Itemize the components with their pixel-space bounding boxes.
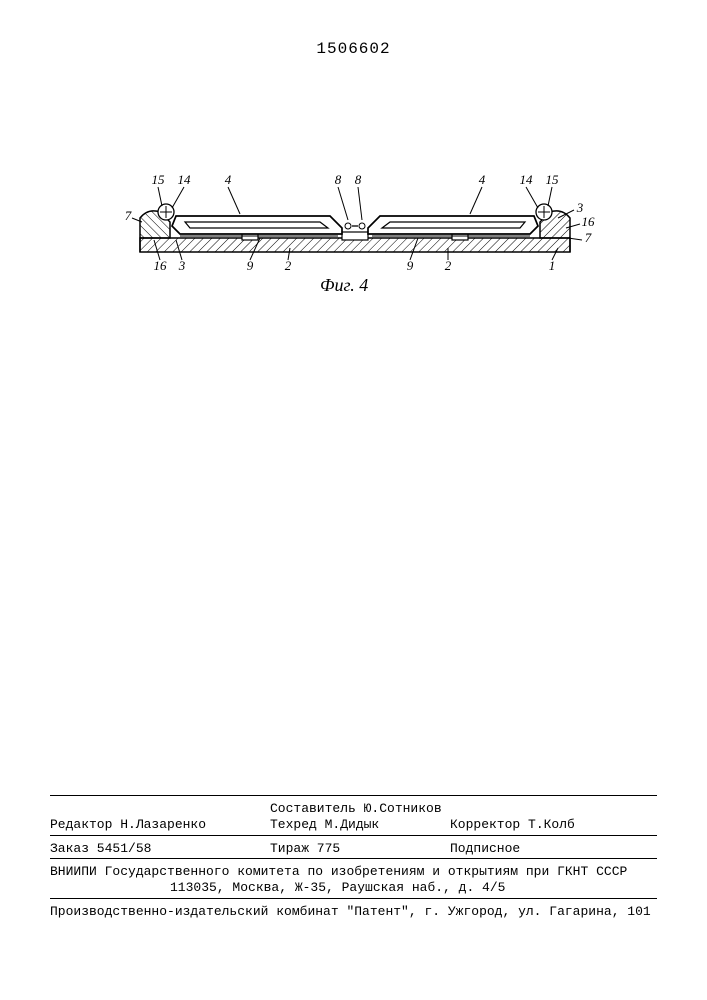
svg-text:7: 7 (125, 208, 132, 223)
order-text: Заказ 5451/58 (50, 840, 151, 858)
svg-text:15: 15 (546, 172, 560, 187)
tirage-text: Тираж 775 (270, 840, 340, 858)
svg-text:15: 15 (152, 172, 166, 187)
svg-text:7: 7 (585, 230, 592, 245)
figure-4: 15 14 4 8 8 4 14 15 7 3 16 7 16 3 (110, 170, 600, 310)
svg-text:4: 4 (479, 172, 486, 187)
svg-text:16: 16 (154, 258, 168, 273)
svg-text:16: 16 (582, 214, 596, 229)
figure-caption: Фиг. 4 (320, 275, 368, 296)
divider (50, 858, 657, 859)
svg-text:2: 2 (445, 258, 452, 273)
svg-text:9: 9 (247, 258, 254, 273)
subscription-text: Подписное (450, 840, 520, 858)
divider (50, 898, 657, 899)
svg-text:8: 8 (335, 172, 342, 187)
svg-text:2: 2 (285, 258, 292, 273)
document-number: 1506602 (0, 40, 707, 58)
svg-text:3: 3 (178, 258, 186, 273)
publisher-text: Производственно-издательский комбинат "П… (50, 903, 651, 921)
svg-text:1: 1 (549, 258, 556, 273)
editor-text: Редактор Н.Лазаренко (50, 816, 206, 834)
svg-text:4: 4 (225, 172, 232, 187)
svg-text:8: 8 (355, 172, 362, 187)
techred-text: Техред М.Дидык (270, 816, 379, 834)
vniipi-text: ВНИИПИ Государственного комитета по изоб… (50, 863, 627, 881)
corrector-text: Корректор Т.Колб (450, 816, 575, 834)
svg-text:14: 14 (520, 172, 534, 187)
svg-text:3: 3 (576, 200, 584, 215)
address-text: 113035, Москва, Ж-35, Раушская наб., д. … (170, 879, 505, 897)
compiler-text: Составитель Ю.Сотников (270, 800, 442, 818)
divider (50, 835, 657, 836)
svg-text:9: 9 (407, 258, 414, 273)
svg-text:14: 14 (178, 172, 192, 187)
divider (50, 795, 657, 796)
